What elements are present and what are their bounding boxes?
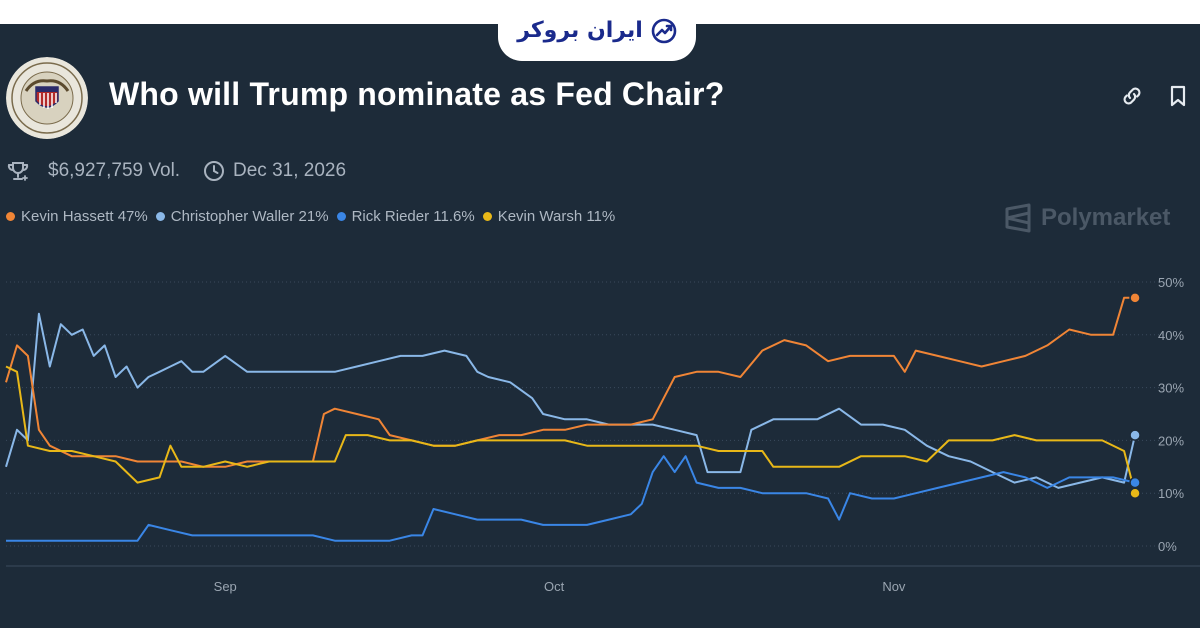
market-panel xyxy=(0,24,1200,628)
clock-icon xyxy=(204,161,224,181)
series-lines xyxy=(5,292,1141,542)
series-end-point[interactable] xyxy=(1129,429,1141,441)
legend-item[interactable]: Christopher Waller 21% xyxy=(155,208,329,225)
y-tick-label: 0% xyxy=(1158,539,1177,554)
y-tick-label: 20% xyxy=(1158,433,1184,448)
trend-up-icon xyxy=(651,18,677,43)
page-title: Who will Trump nominate as Fed Chair? xyxy=(109,76,725,112)
x-tick-label: Sep xyxy=(214,579,237,594)
series-end-point[interactable] xyxy=(1129,476,1141,489)
polymarket-brand: Polymarket xyxy=(1004,203,1170,233)
y-tick-label: 30% xyxy=(1158,381,1184,396)
y-tick-label: 40% xyxy=(1158,328,1184,343)
chart-legend: Kevin Hassett 47% Christopher Waller 21%… xyxy=(6,208,615,225)
y-tick-label: 10% xyxy=(1158,486,1184,501)
legend-item[interactable]: Kevin Hassett 47% xyxy=(6,208,148,225)
legend-dot xyxy=(336,212,346,221)
legend-label: Christopher Waller 21% xyxy=(170,208,329,225)
series-line[interactable] xyxy=(5,296,1135,468)
y-tick-label: 50% xyxy=(1158,275,1184,290)
volume-text: $6,927,759 Vol. xyxy=(48,160,181,181)
legend-item[interactable]: Rick Rieder 11.6% xyxy=(336,208,475,225)
bookmark-icon[interactable] xyxy=(1166,84,1190,108)
trophy-icon xyxy=(7,162,29,181)
legend-label: Kevin Hassett 47% xyxy=(21,208,148,225)
polymarket-logo-icon xyxy=(1005,203,1031,233)
watermark-text: ایران بروکر xyxy=(517,18,643,43)
legend-label: Rick Rieder 11.6% xyxy=(351,208,475,225)
grid xyxy=(6,281,1164,547)
legend-dot xyxy=(6,212,15,221)
x-tick-label: Nov xyxy=(882,579,906,594)
series-line[interactable] xyxy=(5,365,1136,494)
legend-dot xyxy=(482,212,492,221)
x-tick-label: Oct xyxy=(544,579,565,594)
volume-stat: $6,927,759 Vol. xyxy=(6,158,180,184)
end-date-stat: Dec 31, 2026 xyxy=(203,158,346,184)
watermark-logo: ایران بروکر xyxy=(498,0,696,61)
series-end-point[interactable] xyxy=(1129,292,1141,304)
fed-seal-icon xyxy=(6,57,88,139)
series-line[interactable] xyxy=(5,312,1136,489)
axes: 0% 10% 20% 30% 40% 50% Sep Oct Nov xyxy=(6,275,1200,594)
series-end-point[interactable] xyxy=(1129,487,1141,499)
brand-name: Polymarket xyxy=(1041,204,1171,231)
legend-dot xyxy=(155,212,165,221)
series-line[interactable] xyxy=(6,455,1136,542)
legend-label: Kevin Warsh 11% xyxy=(497,208,616,225)
end-date-text: Dec 31, 2026 xyxy=(233,160,347,181)
legend-item[interactable]: Kevin Warsh 11% xyxy=(482,208,616,225)
link-icon[interactable] xyxy=(1120,84,1144,108)
